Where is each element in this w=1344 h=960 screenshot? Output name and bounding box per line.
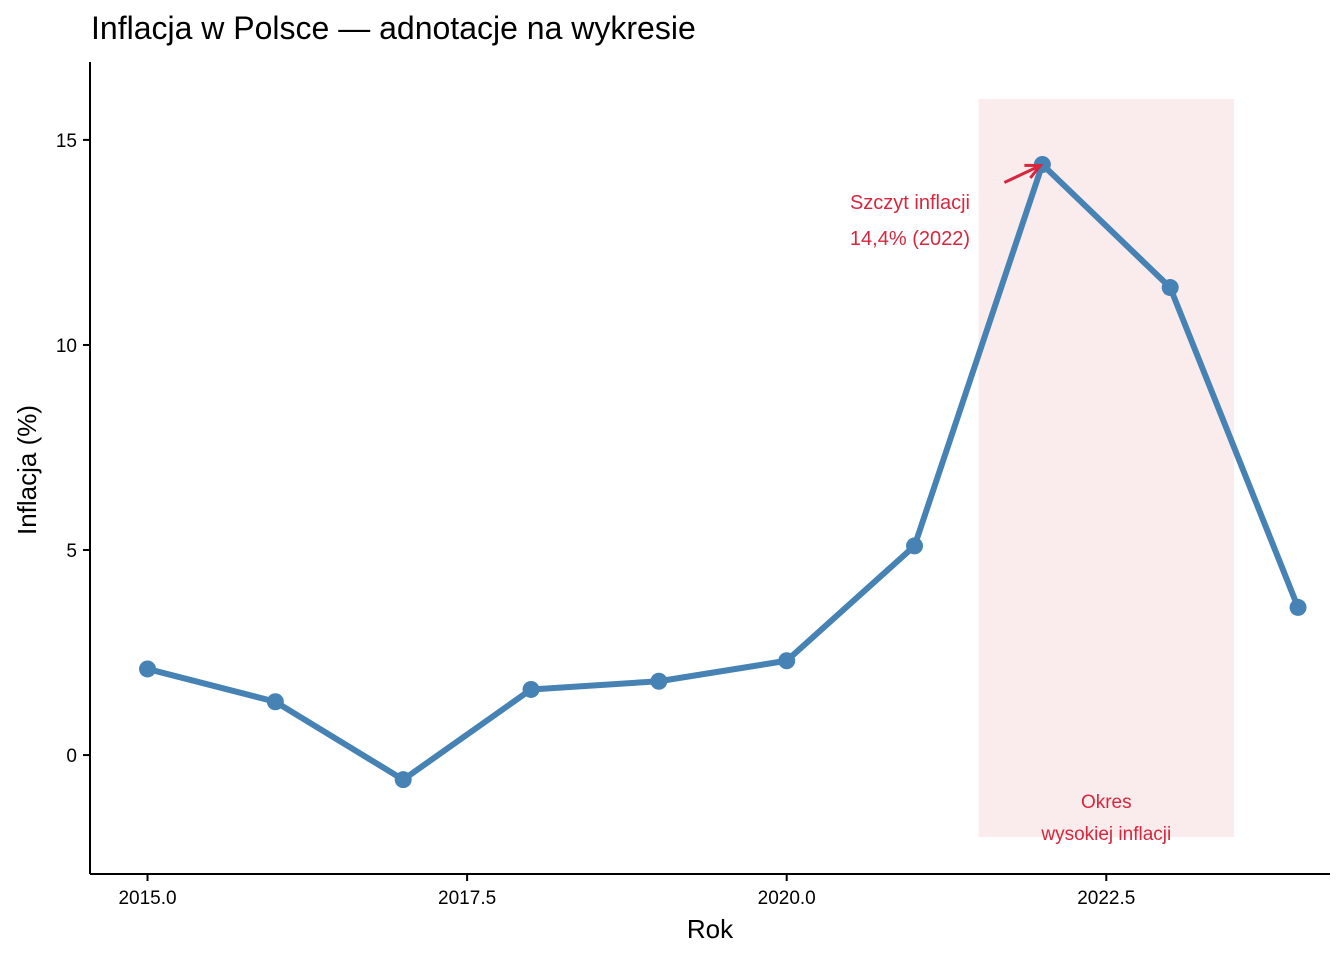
y-tick-label: 5: [66, 541, 77, 562]
data-point: [778, 652, 796, 670]
data-point: [394, 771, 412, 789]
data-point: [650, 672, 668, 690]
y-tick-label: 15: [56, 131, 77, 152]
x-axis-ticks: 2015.0 2017.5 2020.0 2022.5: [118, 874, 1135, 909]
peak-annotation: Szczyt inflacji 14,4% (2022): [850, 163, 1044, 250]
x-tick-label: 2022.5: [1077, 888, 1135, 909]
region-label-line: wysokiej inflacji: [1040, 824, 1171, 845]
region-label: Okres wysokiej inflacji: [1040, 792, 1171, 845]
annotation-text-line: Szczyt inflacji: [850, 192, 970, 214]
x-tick-label: 2017.5: [438, 888, 496, 909]
data-point: [139, 660, 157, 678]
x-axis-title: Rok: [687, 914, 734, 944]
x-tick-label: 2015.0: [118, 888, 176, 909]
chart-title: Inflacja w Polsce — adnotacje na wykresi…: [91, 10, 696, 46]
annotation-text-line: 14,4% (2022): [850, 228, 970, 250]
y-tick-label: 0: [66, 746, 77, 767]
data-point: [266, 693, 284, 711]
y-axis-ticks: 0 5 10 15: [56, 131, 90, 767]
series-inflation: [139, 156, 1307, 789]
y-tick-label: 10: [56, 336, 77, 357]
data-point: [522, 680, 540, 698]
x-tick-label: 2020.0: [758, 888, 816, 909]
annotation-arrow-head: [1024, 163, 1044, 179]
y-axis-title: Inflacja (%): [12, 405, 42, 535]
annotation-arrow-line: [1003, 164, 1042, 184]
data-point: [1289, 598, 1307, 616]
data-point: [1161, 279, 1179, 297]
data-point: [906, 537, 924, 555]
high-inflation-region: [978, 98, 1235, 838]
series-line: [144, 161, 1302, 783]
region-label-line: Okres: [1081, 792, 1132, 813]
